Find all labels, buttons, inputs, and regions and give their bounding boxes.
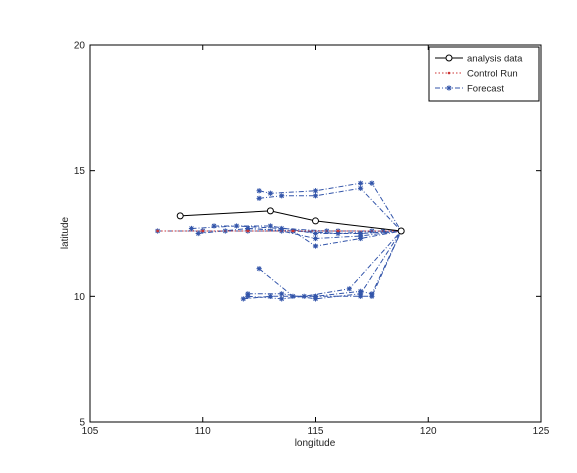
data-point-star bbox=[312, 243, 319, 249]
x-axis-label: longitude bbox=[295, 438, 336, 449]
x-tick-label: 105 bbox=[82, 426, 99, 437]
series-track-line bbox=[191, 225, 402, 232]
data-point-star bbox=[358, 180, 364, 186]
data-point-star bbox=[240, 296, 246, 302]
data-point-star bbox=[312, 235, 319, 242]
data-point-dot bbox=[246, 229, 250, 233]
data-point-circle bbox=[312, 217, 319, 225]
data-point-star bbox=[256, 195, 262, 201]
data-point-star bbox=[245, 225, 251, 232]
data-point-circle bbox=[176, 212, 184, 220]
y-axis-label: latitude bbox=[60, 216, 71, 249]
y-tick-label: 5 bbox=[79, 418, 85, 429]
data-point-dot bbox=[447, 71, 451, 75]
data-point-star bbox=[267, 190, 273, 196]
y-tick-label: 15 bbox=[74, 166, 86, 177]
data-point-star bbox=[369, 180, 375, 186]
data-point-star bbox=[446, 85, 452, 91]
series-track-line bbox=[258, 230, 402, 297]
series-analysis-data bbox=[176, 207, 405, 235]
data-point-dot bbox=[291, 229, 295, 233]
data-point-star bbox=[256, 188, 262, 194]
legend-label: Control Run bbox=[467, 69, 518, 80]
data-point-circle bbox=[266, 207, 274, 215]
data-point-star bbox=[301, 293, 307, 299]
legend-entry: Control Run bbox=[435, 69, 518, 80]
legend-entry: Forecast bbox=[435, 84, 504, 95]
series-control-run bbox=[156, 229, 403, 233]
series-track-line bbox=[259, 187, 402, 232]
data-point-star bbox=[290, 293, 296, 299]
data-point-star bbox=[312, 193, 319, 199]
data-point-star bbox=[279, 296, 285, 302]
data-point-star bbox=[312, 293, 319, 299]
x-tick-label: 120 bbox=[420, 426, 437, 437]
data-point-dot bbox=[156, 229, 159, 233]
data-point-star bbox=[245, 293, 251, 299]
legend-entry: analysis data bbox=[435, 54, 523, 65]
data-point-star bbox=[380, 228, 386, 234]
data-point-star bbox=[358, 185, 364, 191]
data-point-star bbox=[267, 223, 273, 229]
data-point-star bbox=[211, 223, 217, 229]
legend-label: Forecast bbox=[467, 84, 504, 95]
y-tick-label: 20 bbox=[74, 41, 86, 52]
data-point-star bbox=[279, 228, 285, 234]
data-point-star bbox=[369, 293, 375, 299]
data-point-star bbox=[279, 193, 285, 199]
data-point-star bbox=[346, 286, 352, 292]
series-track-line bbox=[180, 210, 402, 232]
series-track-line bbox=[247, 230, 402, 300]
data-point-star bbox=[358, 293, 364, 299]
data-point-star bbox=[188, 225, 195, 232]
data-point-star bbox=[312, 230, 319, 237]
legend: analysis data Control Run Forecast bbox=[428, 46, 540, 102]
y-tick-label: 10 bbox=[74, 292, 86, 303]
data-point-star bbox=[195, 230, 201, 237]
x-tick-label: 115 bbox=[308, 426, 324, 437]
series-track-line bbox=[258, 182, 402, 232]
data-point-circle bbox=[397, 227, 405, 235]
data-point-star bbox=[312, 188, 319, 194]
x-tick-label: 125 bbox=[533, 426, 550, 437]
data-point-circle bbox=[445, 54, 453, 62]
data-point-star bbox=[256, 266, 262, 272]
x-tick-label: 110 bbox=[195, 426, 211, 437]
axis-ticks: 105 110 115 120 125 5 10 15 20 bbox=[74, 41, 550, 438]
series-layer bbox=[155, 180, 405, 302]
data-point-star bbox=[358, 235, 364, 242]
series-track-line bbox=[243, 230, 402, 300]
legend-label: analysis data bbox=[467, 54, 523, 65]
data-point-dot bbox=[336, 229, 340, 233]
data-point-star bbox=[267, 293, 273, 299]
data-point-dot bbox=[201, 229, 205, 233]
data-point-star bbox=[279, 291, 285, 297]
